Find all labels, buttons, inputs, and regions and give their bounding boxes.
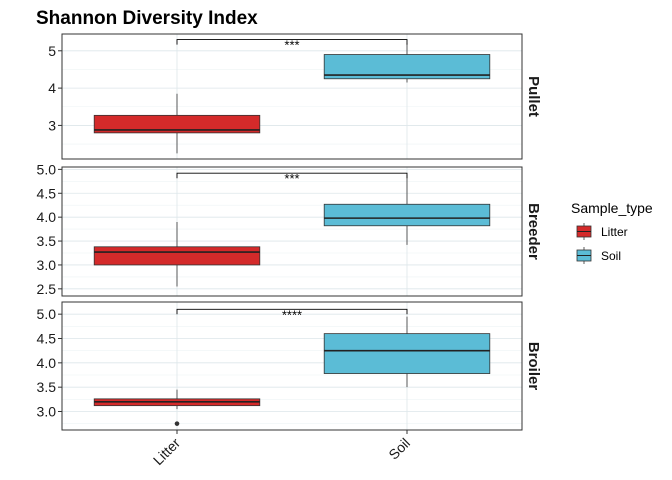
x-axis: Litter Soil (150, 430, 413, 468)
facet-strip-label: Breeder (525, 203, 542, 260)
box-litter (93, 221, 261, 287)
legend-item-soil: Soil (576, 247, 621, 264)
panel-background (62, 34, 522, 159)
facet-panels: 3 4 5 *** Pullet 2.5 3.0 3.5 4.0 4.5 5.0 *** Breeder… (37, 33, 542, 431)
y-tick-label: 4.5 (37, 331, 57, 347)
facet-strip-label: Pullet (525, 76, 542, 117)
facet-strip-label: Broiler (525, 342, 542, 391)
significance-bracket: *** (176, 38, 408, 53)
box-iqr (93, 246, 261, 266)
y-tick-label: 3 (48, 117, 56, 133)
legend-label: Soil (601, 249, 621, 263)
panel-pullet: 3 4 5 *** Pullet (48, 33, 542, 160)
outlier-point (174, 421, 180, 426)
y-tick-label: 3.0 (37, 257, 57, 273)
box-soil (323, 316, 491, 388)
panel-broiler: 3.0 3.5 4.0 4.5 5.0 **** Broiler (37, 301, 542, 431)
y-tick-label: 4 (48, 80, 56, 96)
box-litter (93, 93, 261, 154)
box-litter (93, 389, 261, 426)
legend-title: Sample_type (571, 200, 653, 216)
legend: Sample_type Litter Soil (571, 200, 653, 264)
panel-background (62, 167, 522, 296)
box-iqr (323, 333, 491, 374)
significance-label: *** (284, 171, 299, 186)
y-tick-label: 2.5 (37, 281, 57, 297)
chart-title: Shannon Diversity Index (36, 8, 258, 29)
y-tick-label: 3.5 (37, 379, 57, 395)
box-iqr (93, 114, 261, 134)
legend-label: Litter (601, 225, 628, 239)
bracket-line (176, 308, 408, 315)
significance-label: **** (282, 307, 302, 322)
y-tick-label: 4.0 (37, 209, 57, 225)
y-tick-label: 5.0 (37, 161, 57, 177)
y-tick-label: 4.0 (37, 355, 57, 371)
panel-border (61, 166, 523, 297)
y-tick-label: 3.5 (37, 233, 57, 249)
significance-label: *** (284, 38, 299, 53)
panel-border (61, 301, 523, 431)
x-tick-label: Litter (150, 435, 184, 469)
box-iqr (323, 203, 491, 227)
panel-breeder: 2.5 3.0 3.5 4.0 4.5 5.0 *** Breeder (37, 161, 542, 296)
significance-bracket: **** (176, 307, 408, 322)
bracket-line (176, 172, 408, 179)
panel-border (61, 33, 523, 160)
box-soil (323, 43, 491, 83)
bracket-line (176, 39, 408, 45)
y-tick-label: 5 (48, 43, 56, 59)
legend-item-litter: Litter (576, 223, 628, 240)
y-tick-label: 5.0 (37, 306, 57, 322)
box-soil (323, 175, 491, 245)
significance-bracket: *** (176, 171, 408, 186)
y-tick-label: 4.5 (37, 185, 57, 201)
y-tick-label: 3.0 (37, 404, 57, 420)
x-tick-label: Soil (385, 435, 413, 463)
